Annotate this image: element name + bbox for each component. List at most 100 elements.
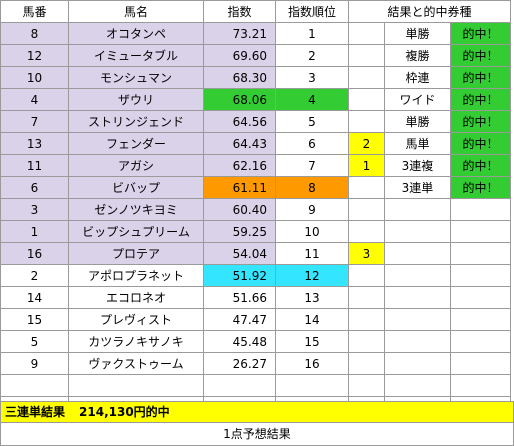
cell-horse-name: エコロネオ: [68, 286, 204, 309]
cell-rank: 7: [275, 154, 349, 177]
cell-rank: 15: [275, 330, 349, 353]
table-row: 3 ゼンノツキヨミ 60.40 9: [0, 198, 511, 221]
cell-rank: 6: [275, 132, 349, 155]
cell-finish-position: [348, 264, 385, 287]
cell-hit: 的中！: [450, 88, 511, 111]
cell-index: 51.66: [203, 286, 276, 309]
cell-hit: 的中！: [450, 22, 511, 45]
table-row: 2 アポロプラネット 51.92 12: [0, 264, 511, 287]
empty-cell: [348, 374, 385, 397]
cell-rank: 9: [275, 198, 349, 221]
cell-hit: 的中！: [450, 154, 511, 177]
cell-finish-position: [348, 286, 385, 309]
table-row: 15 プレヴィスト 47.47 14: [0, 308, 511, 331]
cell-horse-name: ザウリ: [68, 88, 204, 111]
cell-index: 68.30: [203, 66, 276, 89]
cell-umaban: 16: [0, 242, 69, 265]
cell-umaban: 1: [0, 220, 69, 243]
cell-rank: 10: [275, 220, 349, 243]
cell-ticket-type: 3連複: [384, 154, 451, 177]
cell-index: 59.25: [203, 220, 276, 243]
cell-ticket-type: [384, 308, 451, 331]
result-table: 馬番 馬名 指数 指数順位 結果と的中券種 8 オコタンペ 73.21 1 単勝 的中！ 1…: [0, 0, 511, 419]
cell-index: 69.60: [203, 44, 276, 67]
cell-ticket-type: 単勝: [384, 110, 451, 133]
cell-finish-position: [348, 22, 385, 45]
cell-rank: 3: [275, 66, 349, 89]
cell-ticket-type: [384, 264, 451, 287]
cell-ticket-type: ワイド: [384, 88, 451, 111]
empty-row: [0, 374, 511, 397]
empty-cell: [68, 374, 204, 397]
cell-horse-name: プロテア: [68, 242, 204, 265]
table-row: 14 エコロネオ 51.66 13: [0, 286, 511, 309]
cell-horse-name: アポロプラネット: [68, 264, 204, 287]
cell-finish-position: 2: [348, 132, 385, 155]
header-result: 結果と的中券種: [348, 0, 511, 23]
result-table-body: 馬番 馬名 指数 指数順位 結果と的中券種 8 オコタンペ 73.21 1 単勝 的中！ 1…: [0, 0, 511, 419]
cell-umaban: 2: [0, 264, 69, 287]
cell-hit: [450, 330, 511, 353]
cell-index: 73.21: [203, 22, 276, 45]
cell-hit: 的中！: [450, 176, 511, 199]
cell-index: 26.27: [203, 352, 276, 375]
cell-finish-position: [348, 352, 385, 375]
cell-horse-name: ゼンノツキヨミ: [68, 198, 204, 221]
cell-horse-name: プレヴィスト: [68, 308, 204, 331]
cell-hit: 的中！: [450, 44, 511, 67]
cell-hit: [450, 220, 511, 243]
cell-hit: [450, 264, 511, 287]
cell-horse-name: イミュータブル: [68, 44, 204, 67]
cell-ticket-type: [384, 286, 451, 309]
cell-umaban: 13: [0, 132, 69, 155]
table-row: 12 イミュータブル 69.60 2 複勝 的中！: [0, 44, 511, 67]
cell-index: 47.47: [203, 308, 276, 331]
cell-finish-position: 1: [348, 154, 385, 177]
cell-ticket-type: [384, 198, 451, 221]
cell-finish-position: [348, 198, 385, 221]
empty-cell: [0, 374, 69, 397]
cell-index: 64.56: [203, 110, 276, 133]
trifecta-result-banner: 三連単結果 214,130円的中: [0, 401, 514, 423]
cell-rank: 1: [275, 22, 349, 45]
cell-horse-name: ビバップ: [68, 176, 204, 199]
cell-finish-position: [348, 44, 385, 67]
table-row: 7 ストリンジェンド 64.56 5 単勝 的中！: [0, 110, 511, 133]
header-rank: 指数順位: [275, 0, 349, 23]
header-name: 馬名: [68, 0, 204, 23]
cell-hit: [450, 352, 511, 375]
cell-ticket-type: [384, 352, 451, 375]
cell-horse-name: アガシ: [68, 154, 204, 177]
table-row: 8 オコタンペ 73.21 1 単勝 的中！: [0, 22, 511, 45]
cell-horse-name: カツラノキサノキ: [68, 330, 204, 353]
header-umaban: 馬番: [0, 0, 69, 23]
cell-umaban: 6: [0, 176, 69, 199]
cell-ticket-type: 馬単: [384, 132, 451, 155]
cell-hit: [450, 242, 511, 265]
cell-umaban: 4: [0, 88, 69, 111]
cell-rank: 8: [275, 176, 349, 199]
cell-hit: [450, 286, 511, 309]
table-row: 4 ザウリ 68.06 4 ワイド 的中！: [0, 88, 511, 111]
cell-ticket-type: [384, 330, 451, 353]
cell-hit: 的中！: [450, 132, 511, 155]
empty-cell: [384, 374, 451, 397]
cell-finish-position: [348, 176, 385, 199]
cell-umaban: 7: [0, 110, 69, 133]
cell-rank: 5: [275, 110, 349, 133]
header-index: 指数: [203, 0, 276, 23]
one-point-caption: 1点予想結果: [0, 423, 514, 446]
cell-finish-position: [348, 330, 385, 353]
header-row: 馬番 馬名 指数 指数順位 結果と的中券種: [0, 0, 511, 23]
cell-hit: [450, 308, 511, 331]
cell-umaban: 11: [0, 154, 69, 177]
cell-rank: 2: [275, 44, 349, 67]
empty-cell: [203, 374, 276, 397]
cell-umaban: 14: [0, 286, 69, 309]
cell-finish-position: [348, 220, 385, 243]
table-row: 10 モンシュマン 68.30 3 枠連 的中！: [0, 66, 511, 89]
cell-umaban: 15: [0, 308, 69, 331]
cell-ticket-type: 3連単: [384, 176, 451, 199]
cell-hit: [450, 198, 511, 221]
cell-ticket-type: 複勝: [384, 44, 451, 67]
